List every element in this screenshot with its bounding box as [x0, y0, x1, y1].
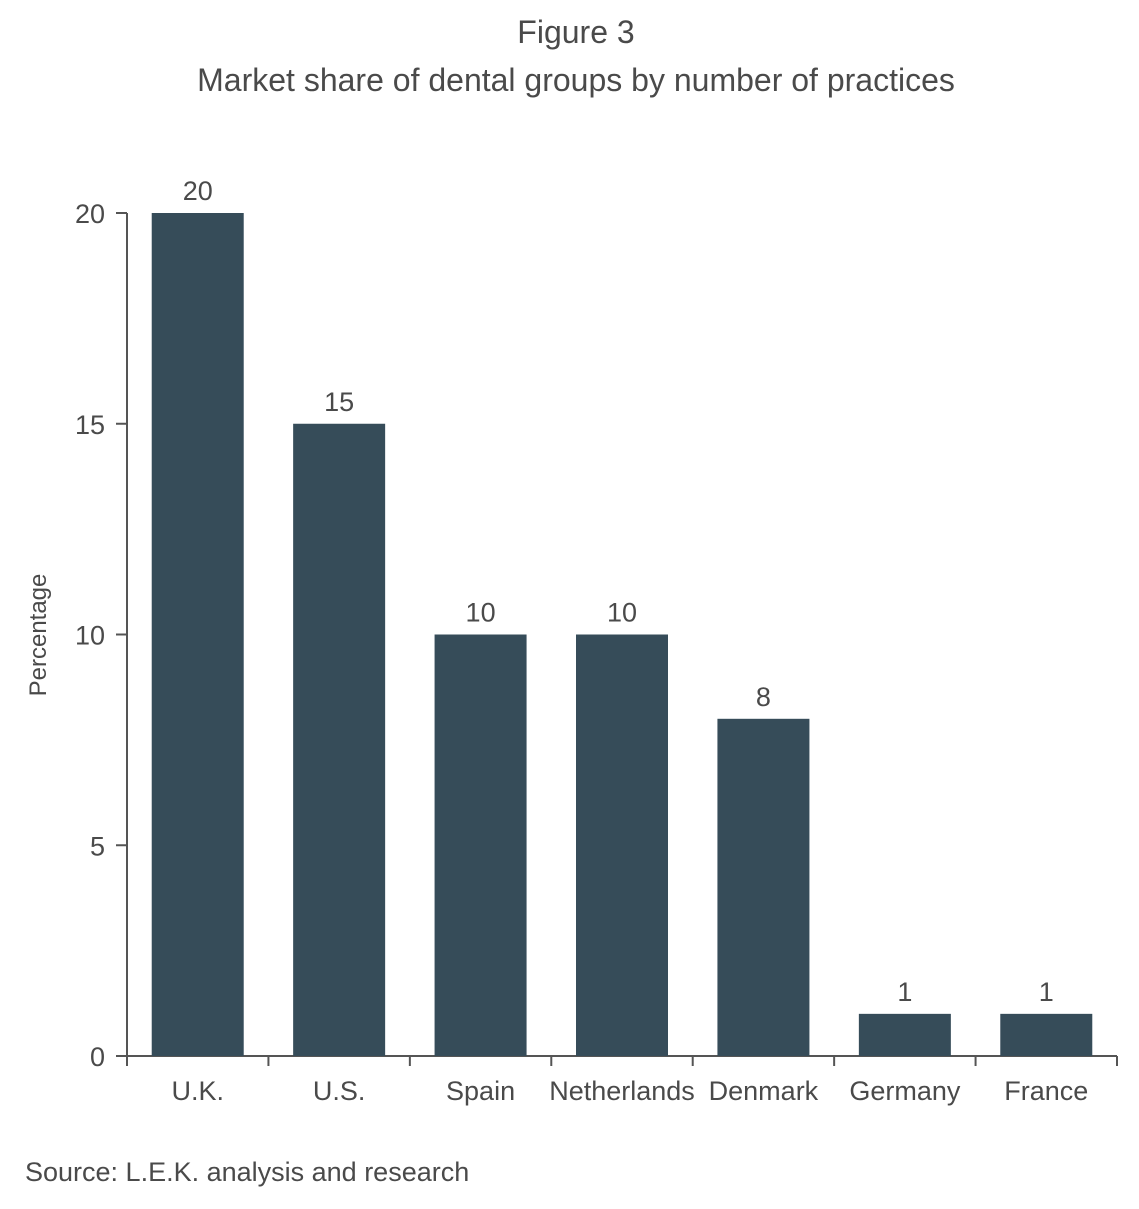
- y-axis: 0 5 10 15 20: [75, 199, 128, 1072]
- x-tick-label: Netherlands: [549, 1076, 695, 1106]
- bar-u-s: [293, 423, 386, 1056]
- y-axis-title: Percentage: [25, 574, 52, 697]
- x-tick-label: Spain: [446, 1076, 515, 1106]
- bar-france: [1000, 1013, 1093, 1056]
- bar-u-k: [151, 213, 244, 1056]
- bar-netherlands: [576, 634, 668, 1056]
- bar-germany: [858, 1013, 951, 1056]
- data-label: 20: [183, 176, 213, 206]
- data-label: 15: [324, 387, 354, 417]
- x-tick-label: U.K.: [171, 1076, 224, 1106]
- x-tick-label: Denmark: [709, 1076, 819, 1106]
- data-label: 10: [466, 598, 496, 628]
- y-tick-label: 20: [75, 199, 105, 229]
- data-label: 8: [756, 682, 771, 712]
- data-label: 10: [607, 598, 637, 628]
- x-tick-label: France: [1004, 1076, 1088, 1106]
- source-note: Source: L.E.K. analysis and research: [25, 1157, 470, 1187]
- y-tick-label: 5: [90, 831, 105, 861]
- y-tick-label: 0: [90, 1042, 105, 1072]
- y-tick-label: 10: [75, 621, 105, 651]
- bars: [151, 213, 1093, 1056]
- x-tick-label: U.S.: [313, 1076, 366, 1106]
- bar-spain: [434, 634, 527, 1056]
- chart-title: Market share of dental groups by number …: [197, 62, 955, 98]
- bar-chart: 0 5 10 15 20 U.K. U.S. Spain Netherlands Denmark…: [25, 176, 1118, 1106]
- x-tick-label: Germany: [849, 1076, 961, 1106]
- bar-denmark: [717, 718, 810, 1056]
- data-label: 1: [897, 977, 912, 1007]
- x-axis: U.K. U.S. Spain Netherlands Denmark Germany Fr…: [126, 1055, 1118, 1106]
- figure-label: Figure 3: [517, 14, 635, 50]
- y-tick-label: 15: [75, 410, 105, 440]
- data-labels: 20 15 10 10 8 1 1: [183, 176, 1054, 1007]
- data-label: 1: [1039, 977, 1054, 1007]
